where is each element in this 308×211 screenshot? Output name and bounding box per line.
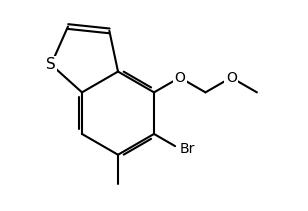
Text: S: S [46,57,56,72]
Text: O: O [174,70,185,85]
Text: Br: Br [180,142,195,156]
Text: O: O [226,70,237,85]
